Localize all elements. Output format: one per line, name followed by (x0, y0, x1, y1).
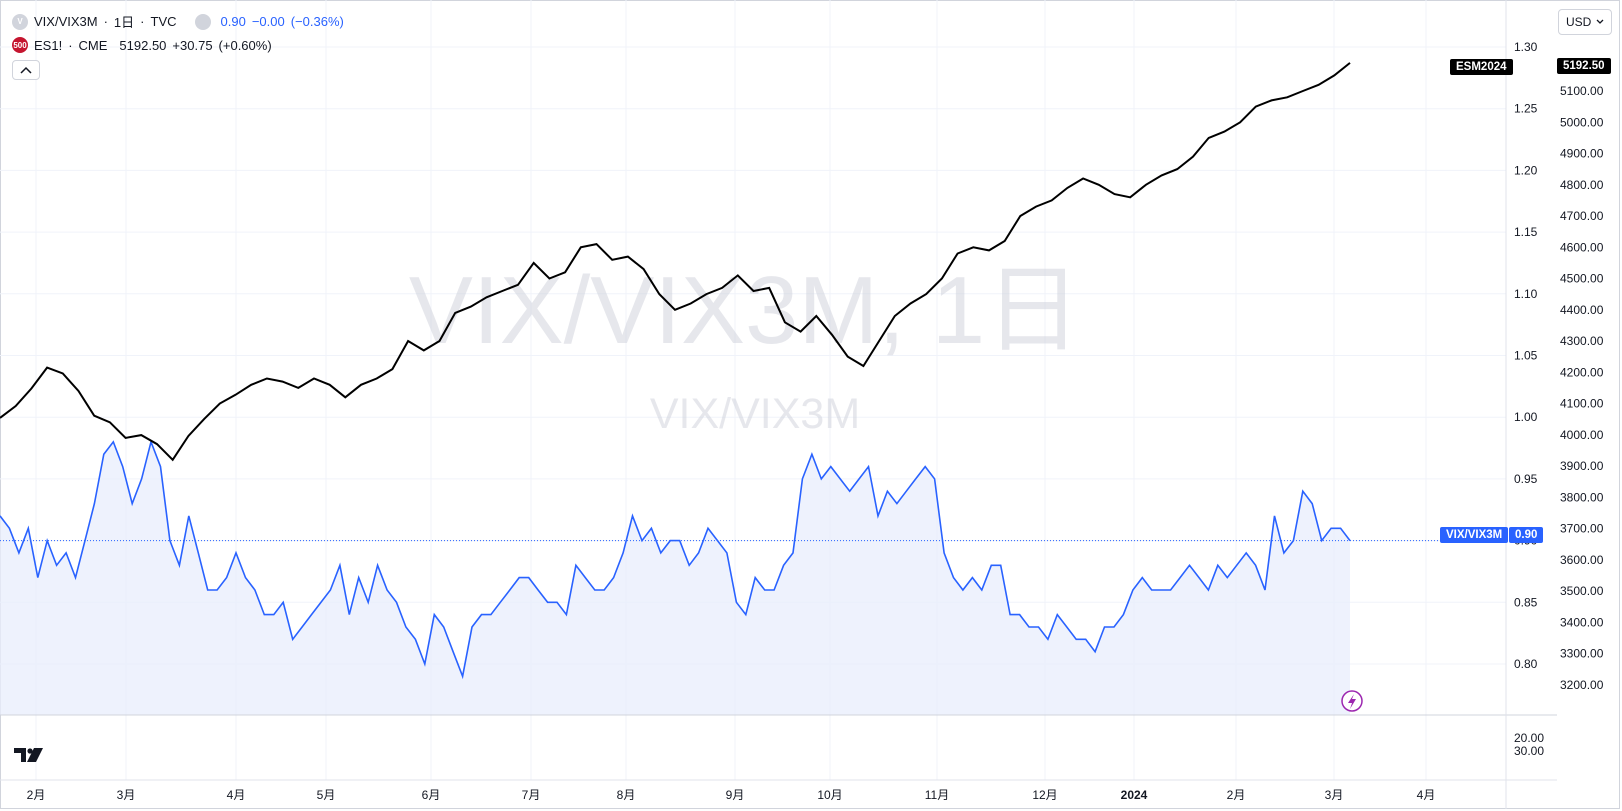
es-series-line[interactable] (0, 62, 1351, 462)
ratio-scale-label: 1.15 (1514, 225, 1538, 239)
ratio-area-fill (0, 441, 1350, 715)
price-scale-label: 4100.00 (1560, 397, 1604, 411)
price-scale-label: 4700.00 (1560, 209, 1604, 223)
ratio-scale-label: 0.85 (1514, 595, 1538, 609)
price-scale-label: 3900.00 (1560, 459, 1604, 473)
price-scale-label: 3300.00 (1560, 647, 1604, 661)
time-axis-label: 9月 (726, 788, 745, 802)
time-axis-label: 5月 (317, 788, 336, 802)
time-axis-label: 7月 (522, 788, 541, 802)
compare-exchange: CME (78, 37, 108, 53)
price-scale-label: 4900.00 (1560, 147, 1604, 161)
price-scale-label: 5000.00 (1560, 115, 1604, 129)
price-scale-label: 3600.00 (1560, 553, 1604, 567)
es-name-tag: ESM2024 (1450, 59, 1513, 75)
chevron-down-icon (1596, 19, 1604, 24)
ratio-name-tag: VIX/VIX3M (1440, 527, 1509, 543)
legend-change-pct: (−0.36%) (290, 14, 344, 29)
legend-exchange: TVC (150, 14, 177, 29)
time-axis-label: 2024 (1121, 788, 1148, 802)
price-scale-label: 4400.00 (1560, 303, 1604, 317)
ratio-scale-label: 0.95 (1514, 472, 1538, 486)
ratio-scale-label: 0.80 (1514, 657, 1538, 671)
volume-scale-label: 20.00 (1514, 731, 1544, 745)
compare-symbol: ES1! (34, 37, 63, 53)
legend-symbol: VIX/VIX3M (34, 14, 98, 29)
legend-separator: · (140, 14, 145, 29)
ratio-series-line[interactable] (0, 439, 1351, 680)
ratio-scale-label: 1.25 (1514, 102, 1538, 116)
sp500-badge-icon: 500 (12, 37, 28, 53)
time-axis-label: 11月 (925, 788, 949, 802)
price-scale-label: 3200.00 (1560, 678, 1604, 692)
compare-change: +30.75 (172, 37, 213, 53)
ratio-scale-label: 1.10 (1514, 287, 1538, 301)
ratio-scale-label: 1.00 (1514, 410, 1538, 424)
compare-separator: · (68, 37, 73, 53)
lightning-icon[interactable] (1341, 690, 1363, 712)
collapse-legend-button[interactable] (12, 60, 40, 80)
price-scale-label: 4500.00 (1560, 272, 1604, 286)
time-axis-label: 2月 (27, 788, 46, 802)
time-axis-label: 2月 (1227, 788, 1246, 802)
legend-separator: · (103, 14, 108, 29)
price-scale-label: 3700.00 (1560, 522, 1604, 536)
compare-series-legend[interactable]: 500 ES1! · CME 5192.50 +30.75 (+0.60%) (12, 37, 278, 53)
watermark-subtitle: VIX/VIX3M (650, 390, 860, 438)
price-scale-label: 5100.00 (1560, 84, 1604, 98)
legend-interval: 1日 (113, 15, 135, 30)
time-axis-label: 4月 (1417, 788, 1436, 802)
ratio-scale-label: 1.20 (1514, 163, 1538, 177)
time-axis-label: 8月 (617, 788, 636, 802)
main-series-legend[interactable]: V VIX/VIX3M · 1日 · TVC 0.90 −0.00 (−0.36… (12, 12, 350, 31)
price-scale-label: 4000.00 (1560, 428, 1604, 442)
price-scale-label: 4600.00 (1560, 240, 1604, 254)
time-axis-ticks: 2月 3月 4月 5月 6月 7月 8月 9月 10月 11月 12月 2024 2月 3月 4月 (27, 788, 1436, 802)
chevron-up-icon (20, 66, 32, 74)
price-scale-label: 4800.00 (1560, 178, 1604, 192)
currency-label: USD (1566, 15, 1592, 29)
legend-change: −0.00 (251, 14, 285, 29)
symbol-logo-icon: V (12, 13, 28, 30)
price-scale-label: 3800.00 (1560, 490, 1604, 504)
price-scale-label: 3500.00 (1560, 584, 1604, 598)
compare-last: 5192.50 (119, 37, 167, 53)
ratio-scale-ticks: 1.301.251.201.151.101.051.000.950.900.85… (1514, 40, 1538, 671)
price-scale-ticks: 5100.00 5000.00 4900.00 4800.00 4700.00 4600.… (1560, 84, 1604, 692)
price-scale-label: 4300.00 (1560, 334, 1604, 348)
time-axis-label: 12月 (1032, 788, 1057, 802)
ratio-scale-label: 1.05 (1514, 349, 1538, 363)
time-axis-label: 10月 (817, 788, 842, 802)
time-axis-label: 3月 (1325, 788, 1344, 802)
ratio-scale-label: 1.30 (1514, 40, 1538, 54)
volume-scale-label: 30.00 (1514, 744, 1544, 758)
watermark-title: VIX/VIX3M, 1日 (409, 257, 1081, 364)
legend-status-dot (194, 13, 211, 30)
time-axis-label: 4月 (227, 788, 246, 802)
tradingview-logo[interactable] (14, 748, 44, 762)
ratio-price-tag: 0.90 (1509, 527, 1544, 543)
compare-change-pct: (+0.60%) (218, 37, 272, 53)
time-axis-label: 3月 (117, 788, 136, 802)
price-scale-label: 4200.00 (1560, 365, 1604, 379)
price-scale-label: 3400.00 (1560, 615, 1604, 629)
currency-select[interactable]: USD (1558, 9, 1612, 35)
time-axis-label: 6月 (422, 788, 441, 802)
legend-last: 0.90 (220, 14, 246, 29)
es-price-tag: 5192.50 (1557, 58, 1611, 74)
